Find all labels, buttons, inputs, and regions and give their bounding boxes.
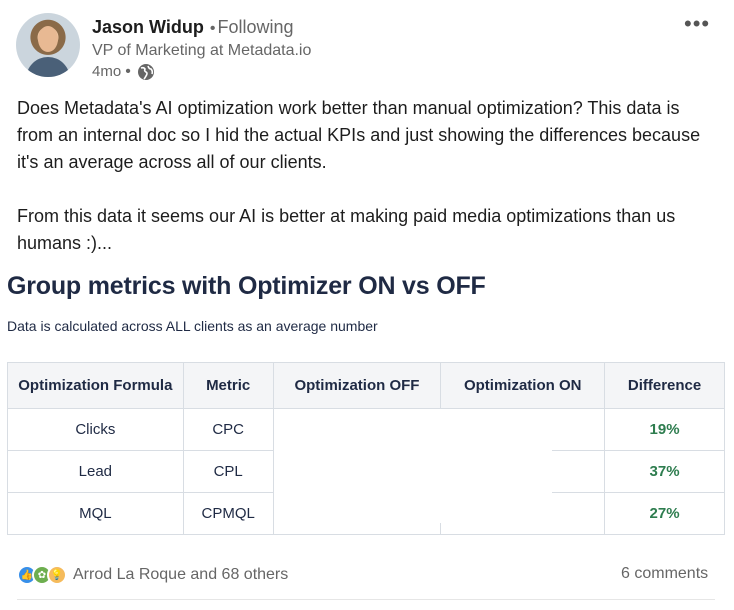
header-formula: Optimization Formula [7, 362, 184, 409]
header-difference: Difference [604, 362, 725, 409]
hidden-kpi-mask [274, 409, 552, 523]
image-subtitle: Data is calculated across ALL clients as… [7, 318, 378, 334]
post-time: 4mo [92, 63, 122, 80]
post-paragraph: From this data it seems our AI is better… [17, 206, 676, 253]
cell-formula: Lead [7, 450, 184, 493]
cell-metric: CPL [182, 450, 274, 493]
author-name[interactable]: Jason Widup [92, 17, 204, 37]
divider [17, 599, 715, 600]
globe-icon [137, 64, 154, 80]
author-headline: VP of Marketing at Metadata.io [92, 42, 312, 59]
author-avatar[interactable] [16, 13, 80, 77]
comments-count[interactable]: 6 comments [621, 565, 709, 582]
header-optimization-on: Optimization ON [440, 362, 606, 409]
cell-formula: Clicks [7, 408, 184, 451]
reaction-icons: 👍 ✿ 💡 [17, 565, 67, 585]
reactions-text[interactable]: Arrod La Roque and 68 others [73, 566, 289, 583]
cell-metric: CPMQL [182, 492, 274, 535]
cell-difference: 19% [604, 408, 725, 451]
separator-dot: • [209, 20, 216, 37]
insightful-icon: 💡 [47, 565, 67, 585]
header-metric: Metric [182, 362, 274, 409]
avatar-face [38, 26, 58, 52]
cell-difference: 27% [604, 492, 725, 535]
cell-difference: 37% [604, 450, 725, 493]
post-paragraph: Does Metadata's AI optimization work bet… [17, 98, 701, 172]
author-name-row: Jason Widup • Following [92, 16, 294, 40]
table-header-row: Optimization Formula Metric Optimization… [7, 362, 725, 409]
cell-formula: MQL [7, 492, 184, 535]
reactions-summary[interactable]: 👍 ✿ 💡 Arrod La Roque and 68 others [17, 565, 288, 585]
cell-metric: CPC [182, 408, 274, 451]
image-title: Group metrics with Optimizer ON vs OFF [7, 272, 486, 300]
post-body: Does Metadata's AI optimization work bet… [17, 95, 717, 257]
following-status: Following [217, 17, 294, 37]
header-optimization-off: Optimization OFF [272, 362, 442, 409]
avatar-shirt [26, 57, 70, 77]
post-meta: 4mo • [92, 62, 155, 82]
separator-dot: • [125, 63, 131, 80]
more-options-icon[interactable]: ••• [684, 11, 711, 36]
